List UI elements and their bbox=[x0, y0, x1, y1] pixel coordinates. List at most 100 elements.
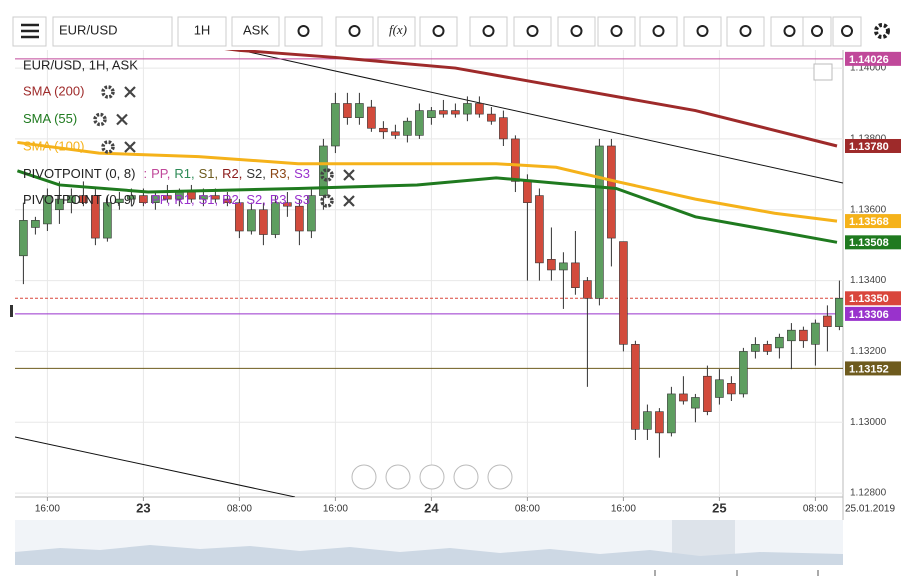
price-type: ASK bbox=[243, 22, 269, 37]
menu-icon bbox=[21, 23, 39, 39]
price-marker bbox=[845, 51, 901, 66]
x-tick-label: 08:00 bbox=[803, 504, 828, 515]
pivot-level: S3 bbox=[294, 166, 310, 181]
tool-button[interactable] bbox=[832, 16, 862, 47]
x-tick-label: 16:00 bbox=[611, 504, 636, 515]
pivot-level: S1, bbox=[199, 192, 219, 207]
scroll-left[interactable] bbox=[351, 464, 377, 490]
pivot-level: R2, bbox=[222, 166, 242, 181]
navigator-area bbox=[15, 545, 843, 565]
candle-body bbox=[583, 280, 592, 299]
price-type-button[interactable] bbox=[231, 16, 280, 47]
tool-button[interactable] bbox=[557, 16, 596, 47]
tool-button[interactable] bbox=[802, 16, 832, 47]
tool-button[interactable] bbox=[284, 16, 323, 47]
tool-icon bbox=[739, 25, 752, 37]
candle-body bbox=[631, 344, 640, 430]
pivot-name: PIVOTPOINT (0, 8) bbox=[23, 166, 135, 181]
candle-body bbox=[31, 220, 40, 228]
tool-button[interactable] bbox=[335, 16, 374, 47]
candle-body bbox=[379, 127, 388, 133]
price-marker bbox=[845, 138, 901, 153]
candle-body bbox=[835, 297, 843, 327]
candle-body bbox=[739, 351, 748, 395]
reset[interactable] bbox=[419, 464, 445, 490]
tool-button[interactable] bbox=[639, 16, 678, 47]
tool-icon bbox=[652, 25, 665, 37]
candle-body bbox=[415, 110, 424, 136]
tool-icon bbox=[297, 25, 310, 37]
zoom-in[interactable] bbox=[453, 464, 479, 490]
tool-button[interactable] bbox=[469, 16, 508, 47]
candle-body bbox=[19, 220, 28, 257]
settings-icon[interactable] bbox=[93, 112, 107, 127]
legend-title: EUR/USD, 1H, ASK bbox=[23, 57, 138, 72]
settings-icon[interactable] bbox=[101, 140, 115, 154]
remove-icon[interactable] bbox=[124, 141, 136, 153]
tool-button[interactable] bbox=[419, 16, 458, 47]
candle-body bbox=[295, 205, 304, 232]
pivot-entry: PIVOTPOINT (0, 8): PP, R1, S1, R2, S2, R3, S3 bbox=[23, 166, 310, 181]
x-tick-label: 08:00 bbox=[227, 504, 252, 515]
settings-icon[interactable] bbox=[874, 23, 890, 39]
candle-body bbox=[127, 195, 136, 200]
symbol-input[interactable] bbox=[52, 16, 173, 47]
remove-icon[interactable] bbox=[116, 113, 128, 126]
candle-body bbox=[799, 329, 808, 342]
x-tick-label: 16:00 bbox=[35, 504, 60, 515]
tool-icon bbox=[696, 25, 709, 37]
scroll-right[interactable] bbox=[487, 464, 513, 490]
price-marker-label: 1.13152 bbox=[849, 363, 889, 375]
tool-button[interactable] bbox=[377, 16, 416, 47]
y-tick-label: 1.13600 bbox=[850, 204, 887, 215]
price-marker-label: 1.13508 bbox=[849, 237, 889, 249]
tool-button[interactable] bbox=[726, 16, 765, 47]
expand-button[interactable] bbox=[813, 63, 833, 81]
pivot-level: R1, bbox=[174, 166, 194, 181]
candle-body bbox=[499, 117, 508, 140]
pivot-level: S1, bbox=[199, 166, 219, 181]
candle-body bbox=[727, 383, 736, 395]
candle-body bbox=[223, 198, 232, 203]
remove-icon[interactable] bbox=[124, 86, 136, 98]
pivot-level: R2, bbox=[222, 192, 242, 207]
tool-button[interactable] bbox=[513, 16, 552, 47]
resize-handle[interactable] bbox=[10, 305, 13, 317]
candle-body bbox=[427, 110, 436, 118]
remove-icon[interactable] bbox=[343, 195, 355, 207]
price-marker-label: 1.13568 bbox=[849, 216, 889, 228]
tool-button[interactable] bbox=[770, 16, 809, 47]
candle-body bbox=[163, 195, 172, 200]
price-marker bbox=[845, 291, 901, 306]
trend-line[interactable] bbox=[15, 436, 296, 497]
interval: 1H bbox=[194, 22, 211, 37]
candle-body bbox=[703, 375, 712, 412]
candle-body bbox=[607, 145, 616, 239]
candle-body bbox=[355, 103, 364, 118]
pivot-level: S2, bbox=[246, 192, 266, 207]
tool-button[interactable] bbox=[683, 16, 722, 47]
settings-icon[interactable] bbox=[320, 194, 334, 208]
settings-icon[interactable] bbox=[101, 85, 115, 99]
nav-buttons bbox=[351, 464, 513, 490]
price-marker bbox=[845, 214, 901, 229]
remove-icon[interactable] bbox=[343, 169, 355, 181]
trend-line[interactable] bbox=[239, 50, 843, 184]
candle-body bbox=[343, 103, 352, 118]
x-tick-label: 25 bbox=[712, 500, 726, 515]
candle-body bbox=[511, 138, 520, 182]
y-tick-label: 1.13000 bbox=[850, 417, 887, 428]
tool-button[interactable] bbox=[597, 16, 636, 47]
tool-icon bbox=[610, 25, 623, 37]
interval-button[interactable] bbox=[177, 16, 227, 47]
price-marker-label: 1.13350 bbox=[849, 293, 889, 305]
zoom-out[interactable] bbox=[385, 464, 411, 490]
tool-icon bbox=[482, 25, 495, 37]
settings-icon[interactable] bbox=[320, 168, 334, 182]
candle-body bbox=[823, 315, 832, 327]
candle-body bbox=[211, 195, 220, 200]
formula-icon: f(x) bbox=[389, 22, 407, 37]
candle-body bbox=[307, 195, 316, 232]
symbol: EUR/USD bbox=[59, 22, 118, 37]
sma-line bbox=[17, 140, 838, 223]
